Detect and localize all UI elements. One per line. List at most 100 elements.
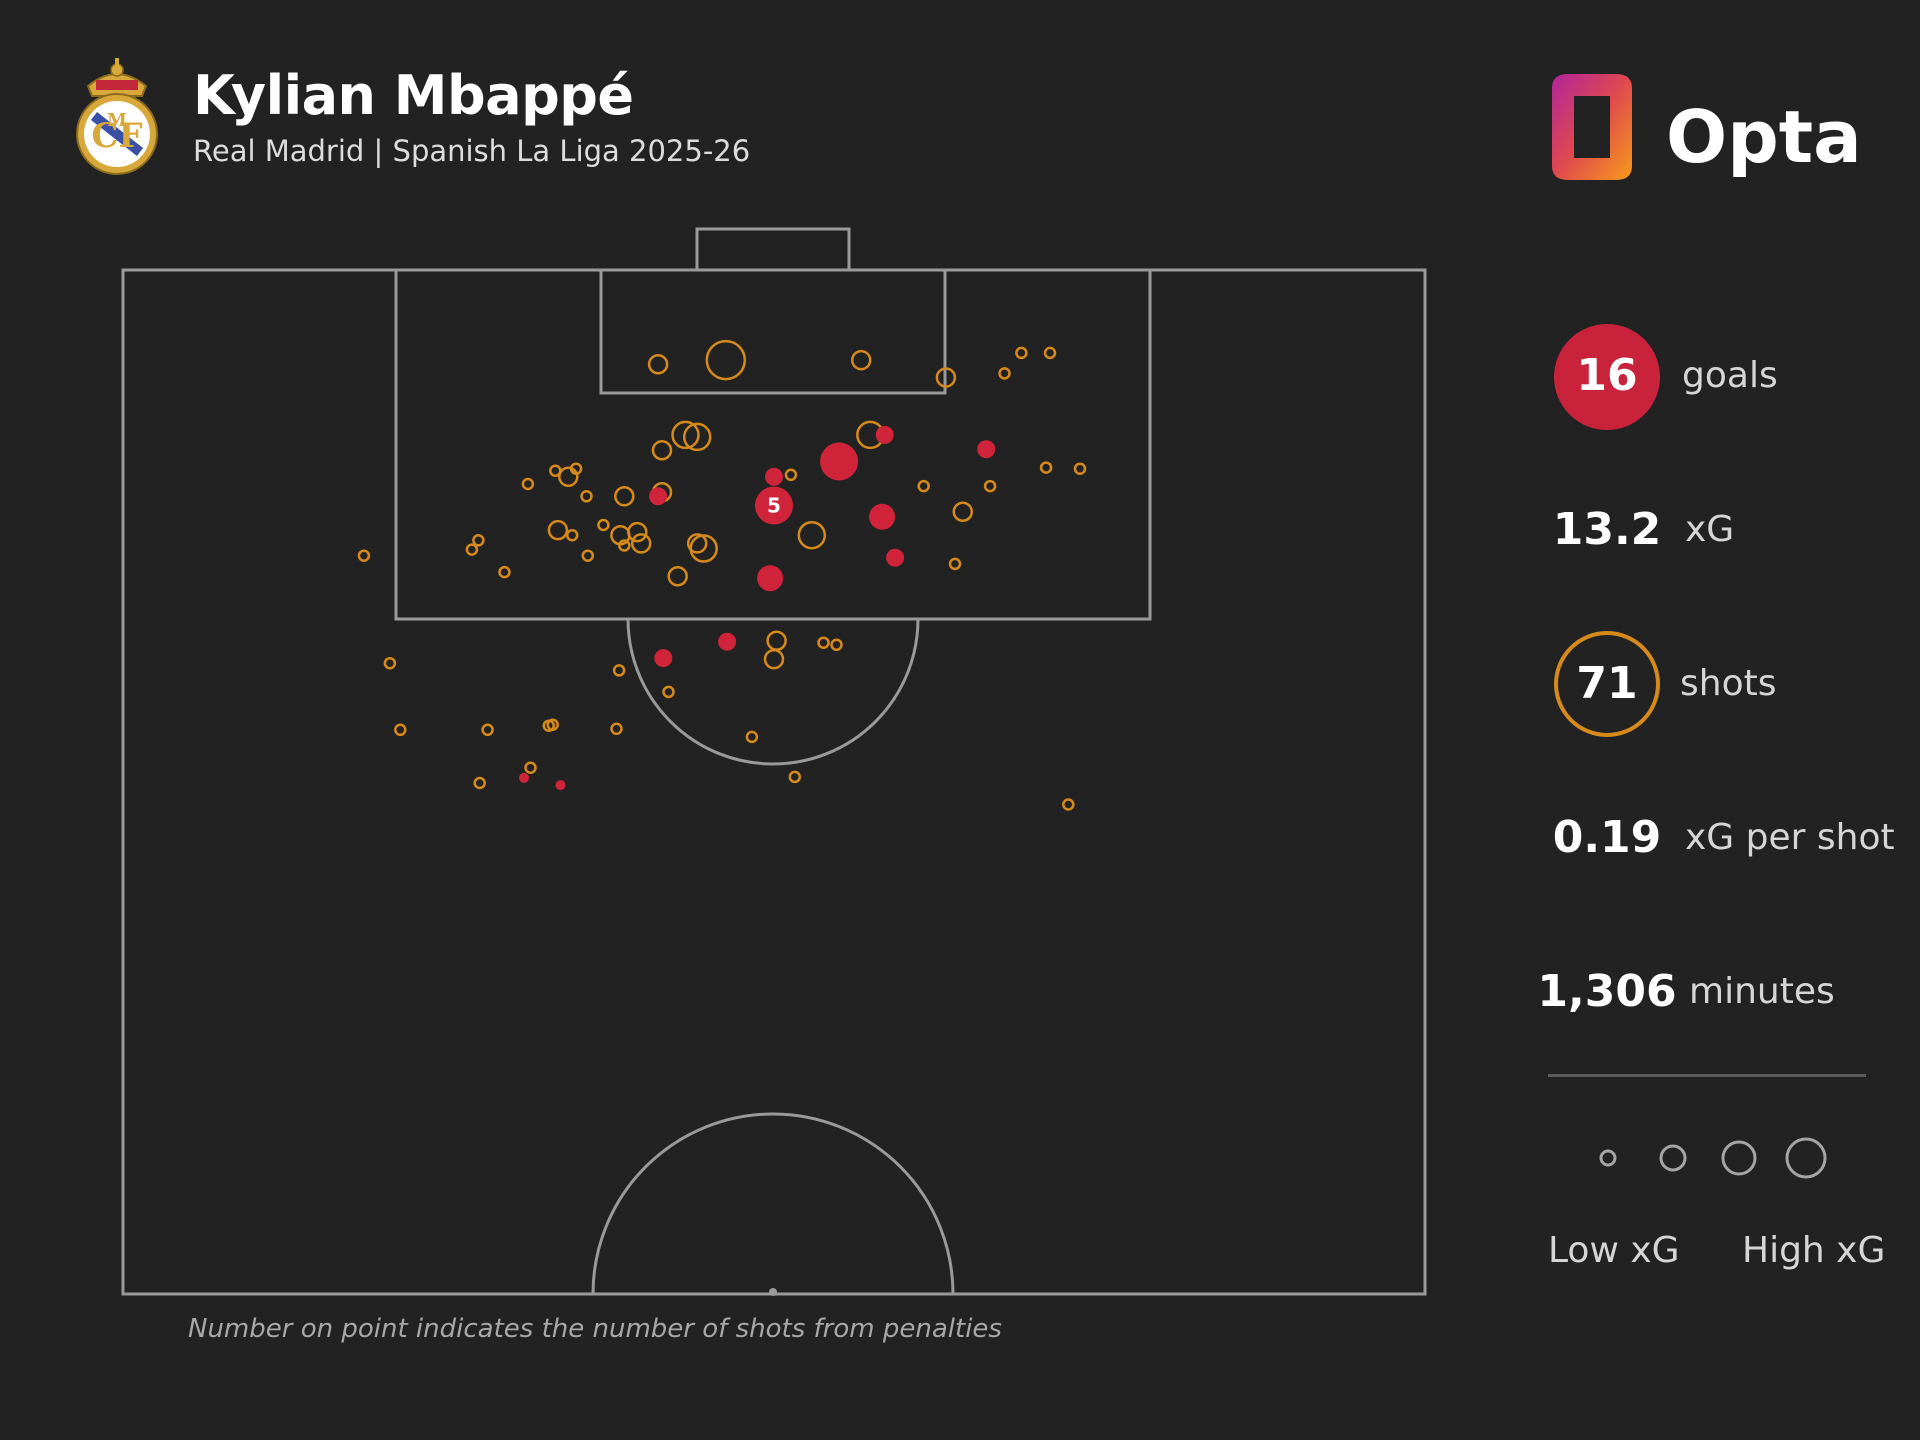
shot-point [627, 521, 648, 543]
shot-point [546, 718, 559, 731]
shot-point [1062, 798, 1075, 811]
xg-per-shot-label: xG per shot [1685, 817, 1895, 858]
goal-point [654, 649, 673, 668]
shot-point [745, 730, 759, 744]
legend-size-1 [1599, 1149, 1617, 1167]
shot-point [383, 656, 397, 670]
real-madrid-crest-icon: CF M [76, 58, 158, 175]
shot-point [705, 339, 747, 381]
shot-point [581, 549, 595, 562]
shot-point [481, 723, 494, 737]
shot-point [788, 770, 802, 784]
shot-point [569, 462, 583, 475]
shot-point [498, 565, 511, 579]
shot-point [948, 557, 962, 571]
shot-point [1043, 346, 1057, 360]
shot-point [797, 520, 827, 550]
shot-point [394, 723, 407, 737]
shot-point [647, 353, 669, 375]
svg-text:CF: CF [91, 116, 142, 156]
shot-point [784, 468, 798, 482]
goal-point [765, 467, 783, 486]
shot-point [667, 565, 688, 587]
shot-point [850, 349, 872, 371]
shots-badge [1554, 631, 1660, 737]
centre-spot [769, 1288, 777, 1296]
goals-badge [1554, 324, 1660, 430]
pitch-lines [121, 227, 1427, 1296]
shot-point [547, 519, 569, 541]
goal-point [869, 503, 896, 530]
shots-value: 71 [1576, 658, 1638, 709]
shots-label: shots [1680, 663, 1777, 704]
shot-point [763, 648, 785, 670]
shot-point [983, 479, 997, 493]
shot-point [766, 630, 787, 651]
goal-point [886, 548, 905, 567]
goal-point [755, 486, 793, 525]
penalty-arc [626, 618, 920, 766]
shot-point [917, 479, 930, 493]
opta-logo: Opta [1552, 74, 1860, 180]
shot-point [682, 422, 712, 452]
shot-point [610, 722, 623, 736]
shot-point [472, 534, 485, 547]
shot-point [521, 477, 535, 491]
shot-point [618, 539, 631, 552]
shot-point [580, 490, 593, 503]
legend-low-label: Low xG [1548, 1230, 1680, 1271]
footnote: Number on point indicates the number of … [188, 1314, 1002, 1344]
shot-point [1015, 346, 1028, 360]
shot-point [830, 638, 843, 652]
svg-text:M: M [107, 110, 127, 131]
goal-point [757, 565, 784, 592]
xg-value: 13.2 [1552, 504, 1662, 555]
opta-mark-icon [1552, 74, 1632, 180]
goal-point [875, 425, 894, 444]
goal [695, 227, 851, 272]
shot-point [662, 685, 675, 699]
goals-label: goals [1682, 355, 1778, 396]
penalty-count-label: 5 [767, 494, 781, 518]
shot-point [671, 420, 700, 450]
goal-point [519, 772, 529, 783]
goal-point [977, 440, 996, 459]
goal-point [718, 632, 737, 651]
shot-point [1039, 461, 1053, 474]
legend-size-2 [1659, 1144, 1687, 1172]
shot-point [651, 439, 673, 461]
shot-point [1073, 462, 1087, 475]
shot-point [524, 761, 537, 774]
xg-per-shot-value: 0.19 [1552, 812, 1662, 863]
shot-point [686, 533, 708, 554]
shot-point [630, 533, 652, 554]
opta-wordmark: Opta [1666, 95, 1860, 179]
minutes-label: minutes [1689, 971, 1835, 1012]
shot-point [612, 664, 626, 677]
shot-point [998, 367, 1011, 380]
centre-circle [591, 1112, 955, 1295]
team-competition: Real Madrid | Spanish La Liga 2025-26 [193, 134, 751, 168]
shot-point [952, 501, 974, 522]
shot-point [597, 518, 610, 532]
legend-size-3 [1721, 1140, 1757, 1176]
shot-point [614, 486, 635, 507]
xg-label: xG [1685, 509, 1735, 550]
six-yard-box [599, 268, 947, 395]
goals-layer: 5 [519, 425, 996, 791]
shots-layer [357, 339, 1087, 811]
minutes-value: 1,306 [1537, 966, 1677, 1017]
divider [1548, 1074, 1866, 1077]
goal-point [820, 442, 859, 481]
goal-point [649, 487, 668, 506]
shot-map: 5 [121, 227, 1427, 1296]
legend-size-4 [1785, 1137, 1827, 1179]
shot-point [357, 549, 371, 562]
shot-point [935, 367, 957, 388]
legend-high-label: High xG [1742, 1230, 1886, 1271]
goals-value: 16 [1576, 350, 1638, 401]
half-pitch-outline [121, 268, 1427, 1296]
shot-point [565, 528, 579, 542]
player-name: Kylian Mbappé [193, 64, 634, 127]
goal-point [555, 780, 566, 791]
